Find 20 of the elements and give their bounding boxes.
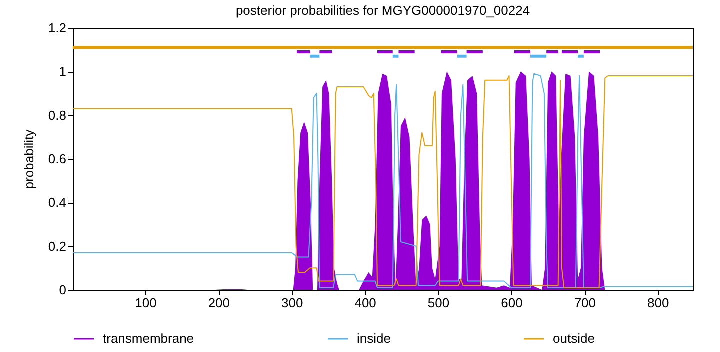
- y-tick-label: 0: [59, 282, 66, 298]
- y-tick-label: 0.8: [48, 108, 66, 123]
- legend-label: transmembrane: [103, 331, 194, 346]
- y-axis-title: probability: [21, 129, 36, 190]
- x-tick-label: 100: [135, 296, 157, 310]
- legend-label: inside: [357, 331, 391, 346]
- chart-title: posterior probabilities for MGYG000001970_00224: [236, 3, 530, 18]
- x-tick-label: 300: [282, 296, 304, 310]
- x-tick-label: 800: [648, 296, 670, 310]
- y-tick-label: 1: [59, 64, 66, 80]
- y-tick-label: 1.2: [48, 20, 66, 36]
- x-tick-label: 600: [501, 296, 523, 310]
- legend-label: outside: [553, 331, 595, 346]
- x-tick-label: 700: [574, 296, 596, 310]
- y-tick-label: 0.6: [48, 152, 66, 166]
- y-tick-label: 0.4: [48, 195, 66, 210]
- x-tick-label: 400: [354, 296, 376, 310]
- x-tick-label: 200: [208, 296, 230, 310]
- x-tick-label: 500: [428, 296, 450, 310]
- y-tick-label: 0.2: [48, 238, 66, 254]
